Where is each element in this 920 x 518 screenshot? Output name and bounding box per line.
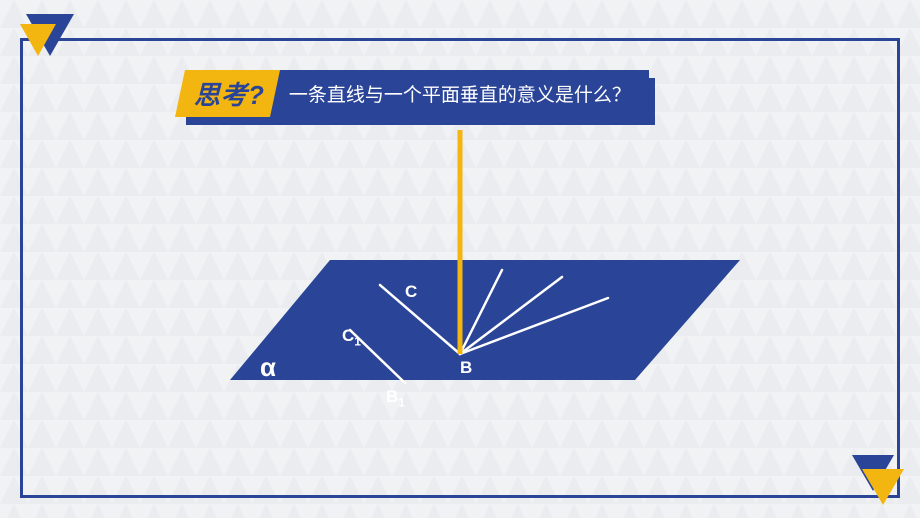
label-b1: B1 xyxy=(386,387,405,409)
geometry-diagram: α C C1 B B1 xyxy=(180,130,780,490)
label-b: B xyxy=(460,358,472,378)
corner-top-left-icon xyxy=(20,14,80,73)
label-alpha: α xyxy=(260,352,276,383)
plane-alpha xyxy=(230,260,740,380)
think-badge-text: 思考? xyxy=(194,75,265,112)
label-c: C xyxy=(405,282,417,302)
question-text: 一条直线与一个平面垂直的意义是什么？ xyxy=(289,80,631,107)
question-bar: 一条直线与一个平面垂直的意义是什么？ xyxy=(275,70,649,117)
title-container: 思考? 一条直线与一个平面垂直的意义是什么？ xyxy=(180,70,649,117)
diagram-svg xyxy=(180,130,780,490)
corner-bottom-right-icon xyxy=(848,455,904,512)
label-c1: C1 xyxy=(342,326,361,348)
think-badge: 思考? xyxy=(175,70,280,117)
